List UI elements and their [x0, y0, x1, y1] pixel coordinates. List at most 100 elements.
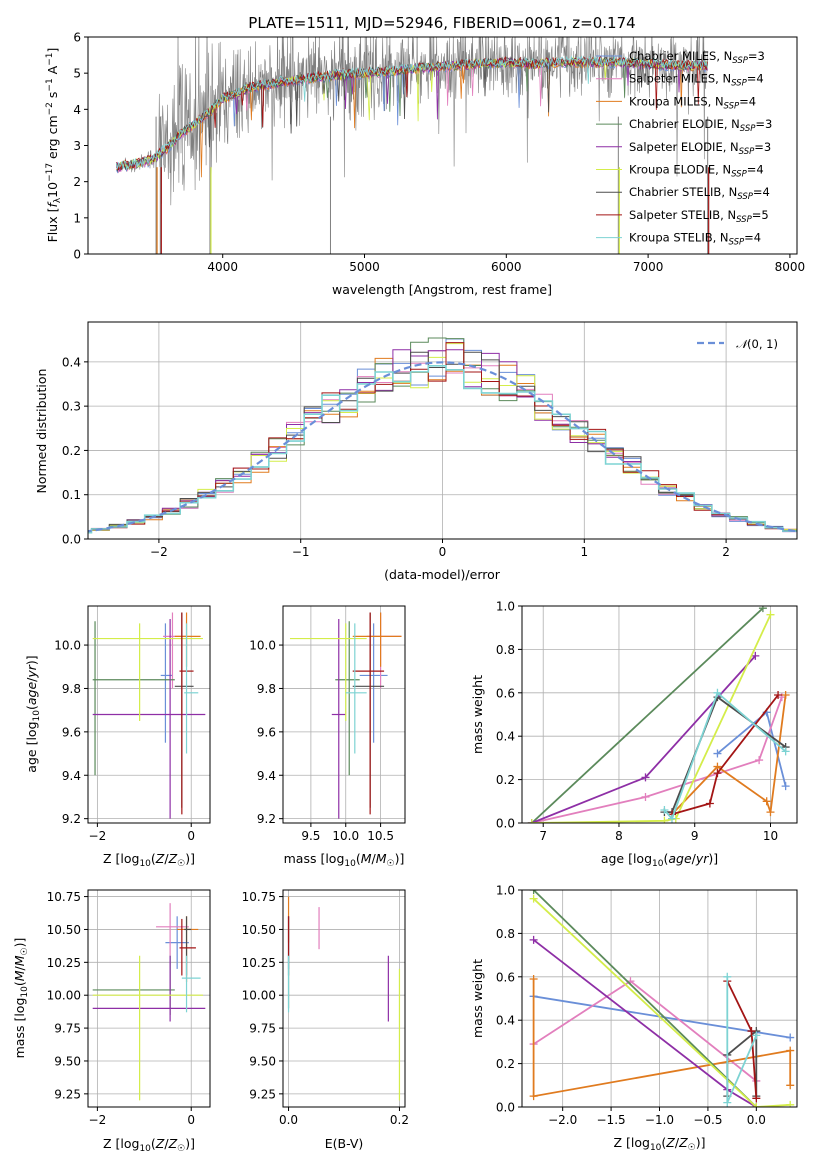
axes-mass_vs_Z: −2 0 9.25 9.50 9.75 10.00 10.25 10.50 10.75 Z [lo…	[12, 889, 211, 1154]
legend-label: Kroupa MILES, NSSP=4	[629, 94, 756, 111]
series-marker	[781, 690, 790, 699]
series-marker	[713, 688, 722, 697]
legend-label-main: Kroupa ELODIE, N	[629, 163, 731, 177]
x-axis-label-part: ☉	[177, 1144, 185, 1154]
x-tick-label: 0	[187, 829, 195, 843]
x-axis-label-part: )]	[395, 851, 405, 866]
x-tick-label: 8	[615, 829, 623, 843]
x-axis-label-part: /	[164, 851, 169, 866]
y-tick-label: 0.2	[496, 773, 515, 787]
y-label-part: 10	[45, 182, 60, 198]
series-line-kroupa_elodie	[531, 614, 772, 823]
y-tick-label: 9.6	[62, 725, 81, 739]
y-tick-label: 0.6	[496, 686, 515, 700]
legend-label-suffix: =3	[748, 49, 765, 63]
y-axis-label-part: (	[12, 981, 27, 986]
normal-curve	[88, 361, 797, 533]
series-line-salpeter_miles	[533, 979, 757, 1082]
plot-area	[92, 612, 206, 819]
x-tick-label: −1	[292, 545, 310, 559]
series-line-kroupa_elodie	[532, 898, 791, 1107]
series-marker	[641, 773, 650, 782]
x-axis-label-part: Z [log	[103, 1136, 139, 1151]
legend-label-suffix: =5	[752, 208, 769, 222]
x-axis-label-part: Z	[155, 851, 165, 866]
x-axis-label-part: age [log	[601, 851, 652, 866]
y-tick-label: 10.0	[249, 639, 276, 653]
y-axis-label-part: M	[12, 970, 27, 981]
plot-area	[527, 606, 790, 823]
y-tick-label: 10.00	[47, 989, 81, 1003]
y-tick-label: 0.0	[496, 817, 515, 831]
y-tick-label: 0.8	[496, 927, 515, 941]
series-marker	[762, 797, 771, 806]
x-axis-label-part: ☉	[688, 1143, 696, 1153]
x-axis-label: (data-model)/error	[384, 567, 501, 582]
x-axis-label-part: )]	[696, 1135, 706, 1150]
x-tick-label: −1.0	[645, 1113, 674, 1127]
x-tick-label: 0.0	[747, 1113, 766, 1127]
x-axis-label: mass [log10(M/M☉)]	[284, 851, 405, 869]
y-tick-label: 0.3	[62, 400, 81, 414]
y-tick-label: 10.00	[242, 989, 276, 1003]
legend-label-sub: SSP	[724, 101, 740, 111]
y-tick-label: 9.75	[54, 1022, 81, 1036]
series-line-kroupa_stelib	[663, 691, 787, 821]
plot-area	[289, 612, 402, 819]
x-tick-label: 5000	[349, 260, 380, 274]
x-axis-label-part: M	[361, 851, 372, 866]
legend-label: Salpeter MILES, NSSP=4	[629, 72, 764, 89]
x-axis-label-part: Z	[168, 1136, 178, 1151]
legend-label: 𝒩(0, 1)	[736, 337, 778, 351]
x-axis-label-part: (	[356, 851, 361, 866]
series-line-chabrier_elodie	[531, 607, 764, 823]
y-axis-label-part: 10	[20, 986, 30, 998]
y-tick-label: 9.6	[257, 725, 276, 739]
legend-label: Chabrier ELODIE, NSSP=3	[629, 117, 772, 134]
y-tick-label: 0.1	[62, 488, 81, 502]
series-marker	[766, 808, 775, 817]
series-marker	[786, 1033, 795, 1042]
x-tick-label: −1.5	[597, 1113, 626, 1127]
y-tick-label: 10.50	[242, 923, 276, 937]
y-tick-label: 9.8	[62, 682, 81, 696]
x-tick-label: 1	[580, 545, 588, 559]
x-axis-label-part: )]	[185, 1136, 195, 1151]
y-tick-label: 9.25	[54, 1087, 81, 1101]
y-tick-label: 3	[73, 139, 81, 153]
axes-frame	[87, 889, 211, 1108]
series-marker	[747, 1027, 756, 1036]
x-axis-label-part: /	[164, 1136, 169, 1151]
x-tick-label: 8000	[775, 260, 806, 274]
y-axis-label: Flux [fλ10−17 erg cm−2 s−1 A−1]	[45, 48, 63, 243]
series-marker	[668, 814, 676, 823]
legend-label-main: Kroupa MILES, N	[629, 94, 724, 108]
legend-label-main: Salpeter MILES, N	[629, 72, 731, 86]
legend-label-sub: SSP	[740, 124, 756, 134]
y-axis-label-part: mass [log	[12, 998, 27, 1059]
x-axis-label-part: yr	[695, 851, 709, 866]
x-axis-label-part: 10	[650, 1143, 662, 1153]
model-line-kroupa_stelib	[116, 55, 708, 170]
data-spectrum	[116, 37, 708, 206]
legend-label-sub: SSP	[732, 56, 748, 66]
x-axis-label-part: M	[376, 851, 387, 866]
series-marker	[751, 651, 760, 660]
y-label-part: Flux [	[45, 208, 60, 243]
x-axis-label-part: /	[675, 1135, 680, 1150]
y-label-part: λ	[53, 197, 63, 203]
y-tick-label: 10.0	[54, 639, 81, 653]
histogram-salpeter_stelib	[88, 342, 797, 533]
series-line-chabrier_elodie	[532, 890, 757, 1107]
x-axis-label: age [log10(age/yr)]	[601, 851, 718, 869]
y-tick-label: 4	[73, 103, 81, 117]
y-label-part: ]	[45, 48, 60, 53]
series-marker	[713, 749, 722, 758]
legend-label-suffix: =4	[744, 231, 761, 245]
y-tick-label: 0.0	[62, 533, 81, 547]
y-axis-label-part: age	[24, 682, 39, 706]
y-tick-label: 9.50	[54, 1054, 81, 1068]
y-label-part: erg cm	[45, 115, 60, 163]
